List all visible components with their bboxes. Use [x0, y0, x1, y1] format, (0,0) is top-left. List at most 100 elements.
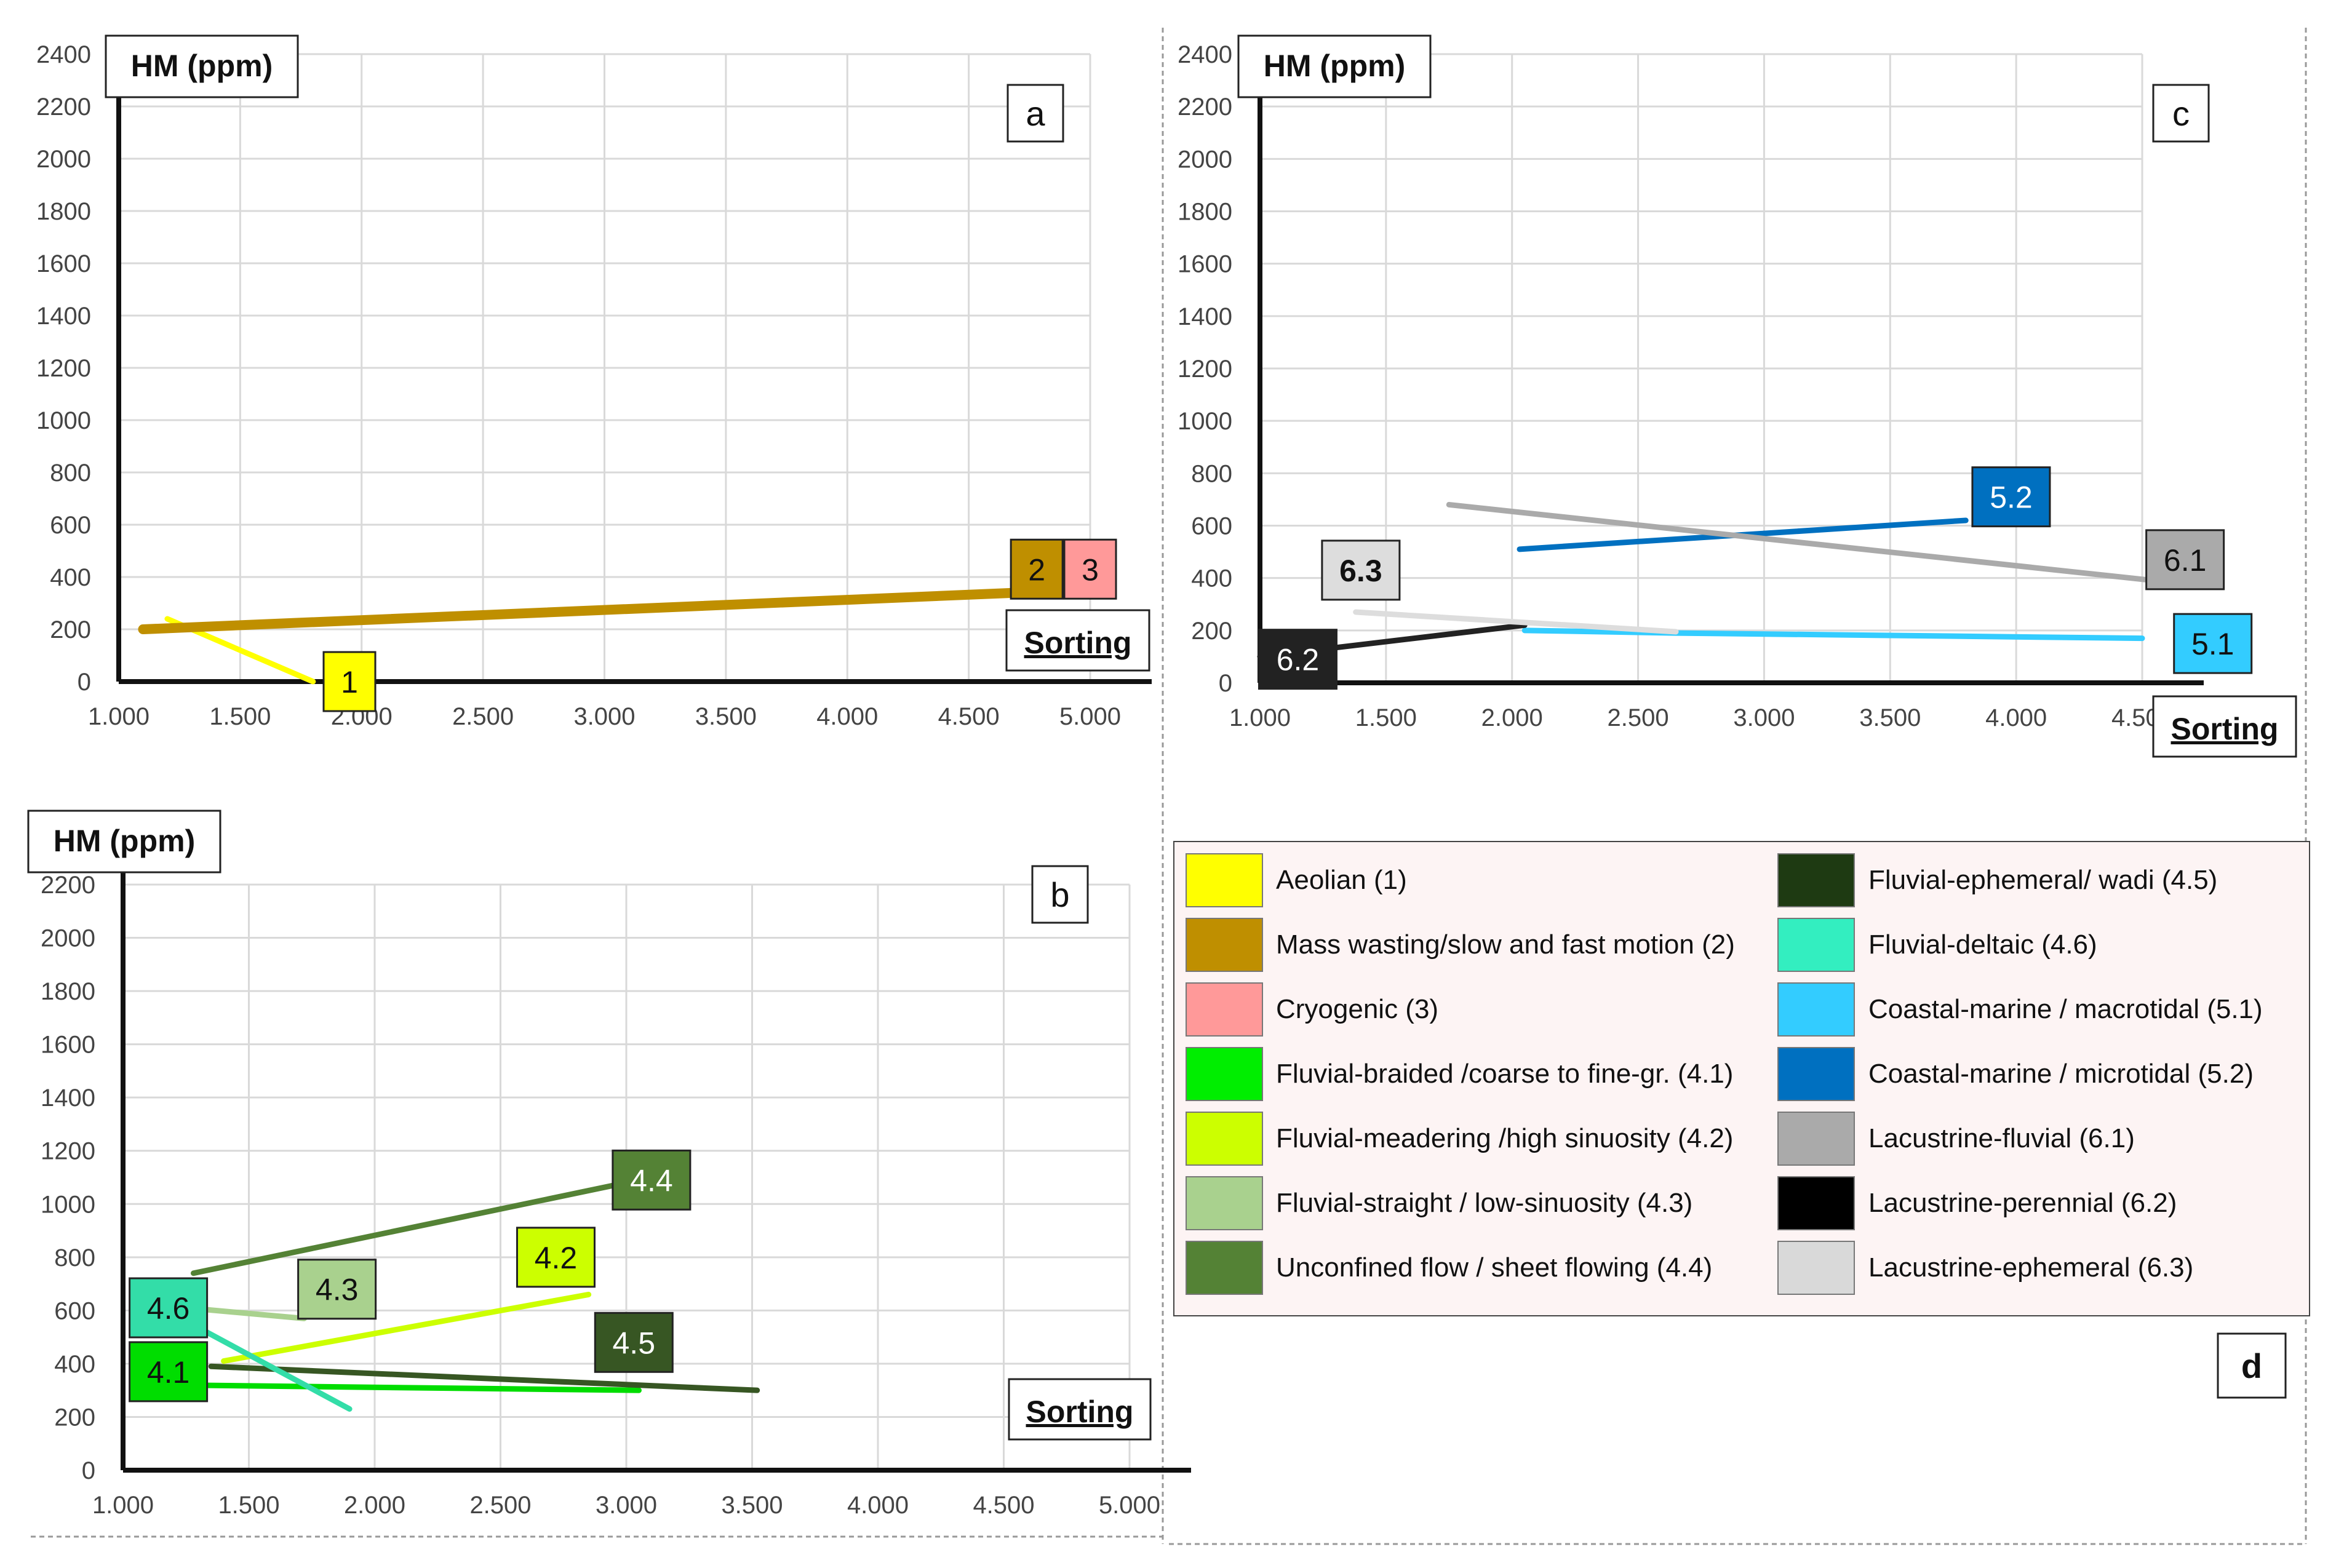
- legend-swatch: [1186, 853, 1263, 907]
- y-tick-label: 1400: [1178, 303, 1232, 330]
- series-label-box-5-2: [1971, 466, 2051, 528]
- y-tick-label: 1800: [36, 198, 91, 225]
- series-line-6-1: [1446, 501, 2158, 584]
- y-tick-label: 400: [1191, 565, 1232, 592]
- series-label-4-1: 4.1: [147, 1355, 190, 1390]
- y-tick-label: 2400: [36, 41, 91, 68]
- legend-swatch: [1777, 1176, 1855, 1230]
- legend-label: Fluvial-straight / low-sinuosity (4.3): [1276, 1188, 1693, 1218]
- x-tick-label: 3.500: [695, 703, 757, 730]
- series-label-box-4-4: [612, 1149, 692, 1211]
- y-tick-label: 1800: [1178, 199, 1232, 226]
- panel-letter-box-a: [1007, 84, 1064, 143]
- x-tick-label: 5.000: [1059, 703, 1121, 730]
- x-tick-label: 5.000: [1099, 1492, 1160, 1519]
- series-label-box-4-3: [297, 1259, 377, 1320]
- series-label-4-2: 4.2: [535, 1241, 578, 1275]
- x-tick-label: 2.500: [452, 703, 514, 730]
- series-line-4-4: [191, 1180, 629, 1276]
- series-line-6-3: [1353, 609, 1679, 635]
- series-label-box-1: [322, 651, 377, 712]
- x-tick-label: 2.000: [344, 1492, 405, 1519]
- legend-swatch: [1186, 982, 1263, 1037]
- series-label-6-1: 6.1: [2164, 543, 2207, 578]
- x-axis-label: Sorting: [1024, 626, 1132, 660]
- panel-letter-d: d: [2241, 1347, 2262, 1385]
- series-label-box-2: [1010, 538, 1064, 600]
- series-line-4-2: [221, 1291, 592, 1364]
- series-label-4-6: 4.6: [147, 1291, 190, 1326]
- y-tick-label: 1200: [36, 355, 91, 382]
- legend-swatch: [1186, 1112, 1263, 1166]
- series-label-6-3: 6.3: [1339, 554, 1382, 588]
- legend-label: Mass wasting/slow and fast motion (2): [1276, 929, 1735, 960]
- series-label-box-4-6: [129, 1277, 209, 1339]
- series-label-box-5-1: [2173, 613, 2253, 674]
- legend-swatch: [1777, 1112, 1855, 1166]
- y-tick-label: 1200: [1178, 356, 1232, 383]
- y-tick-label: 800: [1191, 460, 1232, 487]
- legend-swatch: [1186, 918, 1263, 972]
- y-tick-label: 200: [50, 616, 91, 643]
- legend-label: Coastal-marine / macrotidal (5.1): [1868, 994, 2263, 1024]
- y-tick-label: 2000: [41, 925, 95, 952]
- y-tick-label: 400: [54, 1351, 95, 1378]
- legend-label: Cryogenic (3): [1276, 994, 1439, 1024]
- y-tick-label: 2000: [1178, 146, 1232, 173]
- series-label-4-5: 4.5: [613, 1326, 656, 1360]
- y-axis-label: HM (ppm): [54, 824, 196, 858]
- y-tick-label: 600: [54, 1297, 95, 1324]
- legend-swatch: [1777, 1241, 1855, 1295]
- panel-letter-box-b: [1031, 865, 1089, 924]
- legend-swatch: [1186, 1241, 1263, 1295]
- series-label-box-4-1: [129, 1341, 209, 1403]
- y-axis-label-box: [27, 810, 221, 874]
- series-line-5-1: [1521, 627, 2145, 642]
- legend: Aeolian (1) Mass wasting/slow and fast mo…: [1173, 841, 2310, 1316]
- y-tick-label: 1200: [41, 1138, 95, 1165]
- y-axis-label: HM (ppm): [131, 49, 273, 83]
- panel-letter-c: c: [2172, 94, 2190, 133]
- y-tick-label: 2200: [1178, 94, 1232, 121]
- y-tick-label: 0: [82, 1457, 95, 1484]
- x-tick-label: 1.000: [92, 1492, 154, 1519]
- legend-label: Unconfined flow / sheet flowing (4.4): [1276, 1252, 1713, 1283]
- legend-label: Lacustrine-ephemeral (6.3): [1868, 1252, 2194, 1283]
- x-tick-label: 2.500: [469, 1492, 531, 1519]
- y-tick-label: 1000: [1178, 408, 1232, 435]
- y-tick-label: 800: [50, 460, 91, 487]
- legend-label: Fluvial-braided /coarse to fine-gr. (4.1…: [1276, 1059, 1734, 1089]
- legend-swatch: [1186, 1176, 1263, 1230]
- legend-label: Fluvial-ephemeral/ wadi (4.5): [1868, 865, 2218, 895]
- y-tick-label: 1000: [36, 407, 91, 434]
- x-tick-label: 3.500: [721, 1492, 783, 1519]
- series-label-6-2: 6.2: [1277, 643, 1320, 677]
- y-tick-label: 1400: [36, 303, 91, 330]
- y-tick-label: 0: [1219, 670, 1232, 697]
- legend-swatch: [1186, 1047, 1263, 1101]
- x-tick-label: 4.000: [816, 703, 878, 730]
- series-label-box-6-3: [1321, 539, 1401, 601]
- x-tick-label: 3.000: [573, 703, 635, 730]
- panel-letter-box-d: [2217, 1332, 2287, 1399]
- series-label-5-1: 5.1: [2191, 627, 2234, 661]
- series-label-4-3: 4.3: [316, 1273, 359, 1307]
- series-label-5-2: 5.2: [1990, 480, 2033, 515]
- legend-label: Aeolian (1): [1276, 865, 1407, 895]
- y-axis-label-box: [1237, 34, 1432, 98]
- y-tick-label: 800: [54, 1244, 95, 1272]
- series-label-box-4-5: [594, 1311, 674, 1373]
- series-line-2: [138, 587, 1022, 634]
- y-tick-label: 200: [1191, 618, 1232, 645]
- legend-swatch: [1777, 1047, 1855, 1101]
- series-label-4-4: 4.4: [630, 1163, 673, 1198]
- panel-letter-b: b: [1050, 875, 1069, 914]
- x-tick-label: 3.000: [1733, 704, 1795, 731]
- x-tick-label: 1.500: [209, 703, 271, 730]
- y-tick-label: 1600: [36, 250, 91, 277]
- x-tick-label: 2.500: [1608, 704, 1669, 731]
- x-tick-label: 2.000: [1481, 704, 1543, 731]
- x-tick-label: 1.500: [218, 1492, 279, 1519]
- x-tick-label: 3.500: [1859, 704, 1921, 731]
- x-tick-label: 4.000: [847, 1492, 909, 1519]
